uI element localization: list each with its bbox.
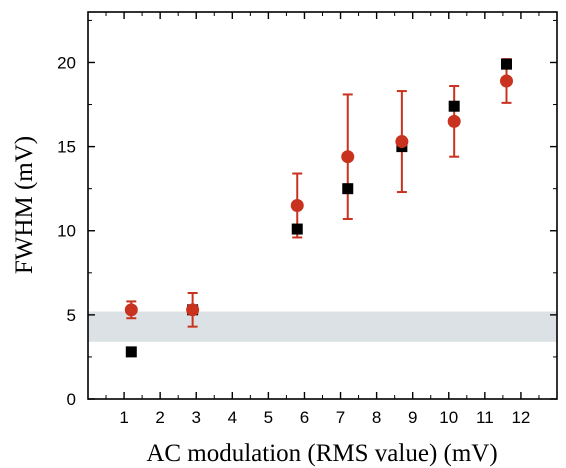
x-tick-label: 4 xyxy=(228,408,237,427)
circle-point xyxy=(290,199,304,212)
y-tick-label: 0 xyxy=(67,390,76,409)
square-point xyxy=(291,223,303,235)
x-tick-label: 12 xyxy=(511,408,530,427)
circle-point xyxy=(341,150,355,164)
y-tick-label: 15 xyxy=(57,138,76,157)
y-tick-label: 20 xyxy=(57,53,76,72)
x-tick-label: 2 xyxy=(155,408,164,427)
x-tick-label: 8 xyxy=(372,408,381,427)
x-tick-label: 11 xyxy=(476,408,494,427)
square-point xyxy=(342,183,354,195)
y-axis-label: FWHM (mV) xyxy=(11,136,38,274)
x-tick-label: 5 xyxy=(264,408,273,427)
circle-point xyxy=(395,135,409,149)
x-tick-label: 7 xyxy=(336,408,345,427)
x-tick-label: 1 xyxy=(119,408,128,427)
square-point xyxy=(500,58,512,70)
x-tick-label: 10 xyxy=(439,408,458,427)
y-tick-label: 5 xyxy=(67,306,76,325)
x-tick-label: 9 xyxy=(408,408,417,427)
x-tick-label: 3 xyxy=(191,408,200,427)
square-point xyxy=(448,100,460,112)
circle-point xyxy=(499,74,513,88)
square-point xyxy=(125,346,137,358)
x-axis-label: AC modulation (RMS value) (mV) xyxy=(146,440,497,467)
shaded-band xyxy=(88,311,557,342)
y-tick-label: 10 xyxy=(57,222,76,241)
circle-point xyxy=(447,114,461,128)
circle-point xyxy=(186,303,200,317)
x-tick-label: 6 xyxy=(300,408,309,427)
circle-point xyxy=(124,303,138,317)
